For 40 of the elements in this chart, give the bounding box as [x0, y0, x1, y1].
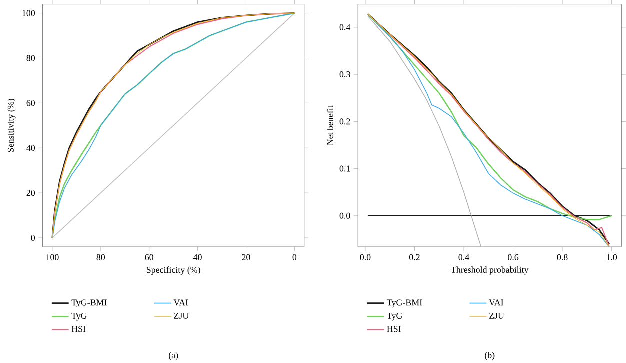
y-tick-label: 80 — [26, 55, 36, 62]
x-tick-label: 60 — [145, 254, 154, 260]
y-tick-label: 0 — [31, 234, 36, 241]
legend-label: TyG — [72, 312, 88, 321]
legend-label: VAI — [174, 300, 188, 306]
y-tick-label: 0.0 — [340, 212, 350, 219]
x-tick-label: 80 — [96, 254, 106, 260]
x-tick-label: 0.4 — [458, 254, 470, 260]
x-tick-label: 0.6 — [508, 254, 519, 260]
x-tick-label: 100 — [46, 254, 59, 260]
x-axis-title: Specificity (%) — [146, 266, 200, 275]
x-tick-label: 0.2 — [409, 254, 420, 260]
y-tick-label: 60 — [26, 100, 36, 106]
x-axis-title: Threshold probability — [451, 266, 529, 275]
y-tick-label: 0.3 — [340, 71, 350, 78]
text: (a) — [168, 352, 178, 360]
legend-label: ZJU — [489, 312, 504, 319]
x-tick-label: 20 — [242, 254, 250, 260]
legend-label: TyG — [387, 312, 402, 321]
legend-label: ZJU — [174, 312, 189, 319]
legend-label: TyG-BMI — [387, 300, 422, 308]
text: (b) — [485, 352, 495, 360]
x-tick-label: 0.0 — [360, 254, 371, 260]
legend-label: HSI — [72, 326, 86, 332]
y-tick-label: 0.4 — [340, 24, 351, 30]
x-tick-label: 0.8 — [557, 254, 568, 260]
y-tick-label: 40 — [26, 144, 36, 151]
x-tick-label: 0 — [292, 254, 297, 260]
y-axis-title: Sensitivity (%) — [8, 98, 16, 152]
legend-label: TyG-BMI — [72, 300, 107, 308]
y-tick-label: 0.2 — [340, 118, 350, 125]
legend-label: VAI — [489, 300, 504, 306]
y-tick-label: 100 — [22, 10, 36, 16]
legend-label: HSI — [387, 326, 402, 332]
line-series — [368, 16, 482, 247]
y-tick-label: 20 — [26, 190, 36, 196]
x-tick-label: 1.0 — [607, 254, 618, 260]
x-tick-label: 40 — [193, 254, 202, 260]
y-tick-label: 0.1 — [340, 166, 350, 172]
y-axis-title: Net benefit — [326, 106, 334, 146]
